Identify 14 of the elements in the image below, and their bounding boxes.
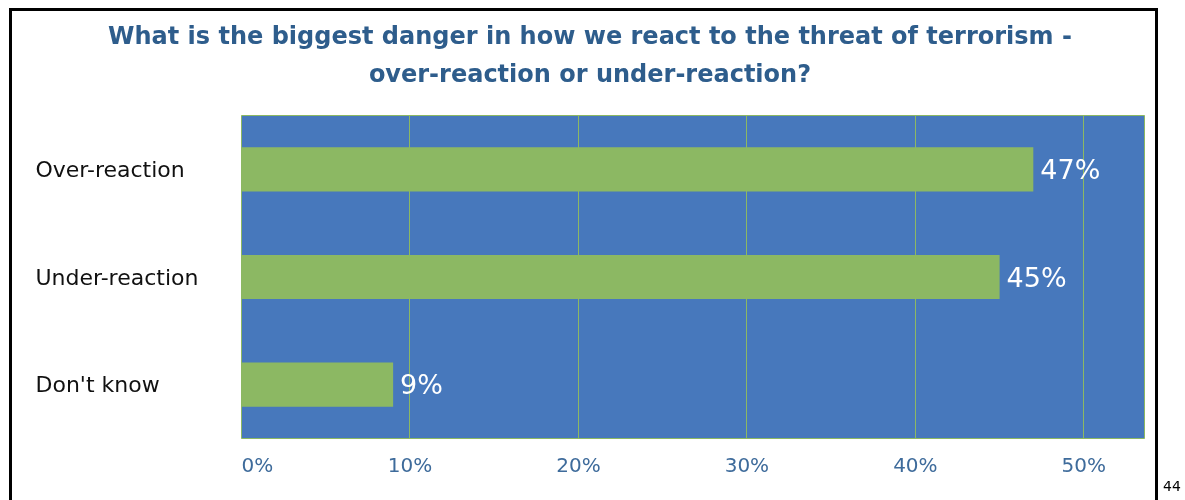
x-tick-label: 10% [387, 452, 433, 477]
data-label: 45% [1006, 261, 1067, 293]
y-tick-label: Under-reaction [35, 264, 199, 290]
x-tick-label: 20% [556, 452, 601, 477]
text: 44 [1163, 477, 1181, 496]
x-tick-label: 30% [724, 452, 770, 477]
x-tick-label: 40% [893, 452, 938, 477]
x-tick-label: 0% [241, 452, 274, 477]
y-tick-label: Over-reaction [35, 156, 185, 182]
data-label: 9% [400, 369, 443, 401]
chart-title: What is the biggest danger in how we react to the threat of terrorism - over-reaction or under-reaction? [108, 21, 1072, 90]
y-tick-label: Don't know [35, 372, 160, 398]
data-label: 47% [1040, 153, 1101, 185]
x-tick-label: 50% [1061, 452, 1107, 477]
